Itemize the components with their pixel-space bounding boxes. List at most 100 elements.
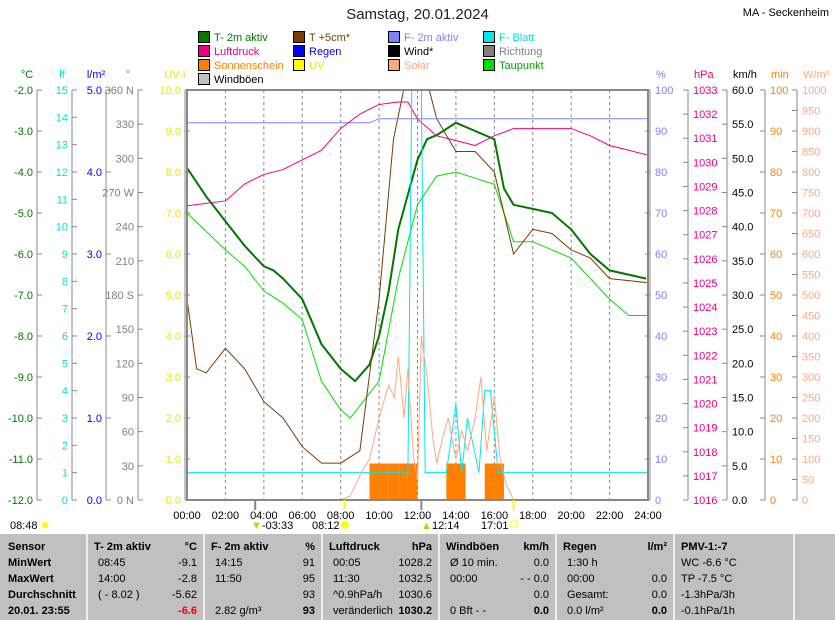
- tick-label: 10: [56, 222, 68, 234]
- col-c4: Windböen km/h Ø 10 min. 0.0 00:00 - - 0.0 0.0 0…: [440, 534, 557, 620]
- tick-label: 1023: [693, 326, 717, 338]
- col-c5: Regen l/m² 1:30 h 00:00 0.0 Gesamt: 0.0 0.0 l/m…: [557, 534, 675, 620]
- col-unit: km/h: [523, 541, 549, 553]
- legend-label: Taupunkt: [499, 60, 544, 72]
- x-tick-label: 18:00: [519, 510, 547, 522]
- tick-label: -9.0: [14, 372, 33, 384]
- x-tick-label: 02:00: [212, 510, 240, 522]
- tick-label: 1030: [693, 157, 717, 169]
- cell-text: 08:45: [98, 557, 126, 569]
- legend-swatch: [198, 45, 210, 57]
- tick-label: 1028: [693, 206, 717, 218]
- col-c6: PMV-1:-7 WC -6.6 °C TP -7.5 °C -1.3hPa/3h -0…: [675, 534, 795, 620]
- cell-text: 00:00: [567, 573, 595, 585]
- tick-label: 300: [116, 153, 134, 165]
- tick-label: 360 N: [105, 85, 134, 97]
- col-sensor: Sensor MinWert MaxWert Durchschnitt 20.0…: [0, 534, 88, 620]
- tick-label: 5.0: [87, 85, 102, 97]
- legend-swatch: [293, 31, 305, 43]
- tick-label: 3.0: [166, 372, 181, 384]
- tick-label: 5.0: [732, 461, 747, 473]
- cell-text: Ø 10 min.: [450, 557, 498, 569]
- tick-label: 11: [57, 194, 68, 206]
- cell-value: 93: [302, 605, 315, 617]
- legend-label: Solar: [404, 60, 430, 72]
- tick-label: 80: [655, 167, 667, 179]
- tick-label: 40: [655, 331, 667, 343]
- tick-label: 650: [802, 229, 820, 241]
- sun-icon: [42, 522, 48, 528]
- tick-label: 30: [770, 372, 782, 384]
- tick-label: 3.0: [87, 249, 102, 261]
- cell-value: 1030.2: [398, 605, 432, 617]
- row-label: MaxWert: [8, 573, 54, 585]
- tick-label: -4.0: [14, 167, 33, 179]
- tick-label: 20: [655, 413, 667, 425]
- tick-label: 300: [802, 372, 820, 384]
- cell-text: 2.82 g/m³: [215, 605, 262, 617]
- station-name: MA - Seckenheim: [742, 7, 829, 19]
- event-time: -03:33: [262, 520, 293, 532]
- header: Sensor: [8, 541, 46, 553]
- tick-label: 1033: [693, 85, 717, 97]
- legend-label: F- Blatt: [499, 32, 535, 44]
- series-t-2m-aktiv: [187, 121, 647, 383]
- row-label: Durchschnitt: [8, 589, 76, 601]
- tick-label: 600: [802, 249, 820, 261]
- tick-label: 100: [802, 454, 820, 466]
- x-tick-label: 10:00: [365, 510, 393, 522]
- col-header: T- 2m aktiv: [94, 541, 151, 553]
- row-label: 20.01. 23:55: [8, 605, 70, 617]
- col-header: F- 2m aktiv: [211, 541, 269, 553]
- tick-label: -2.0: [14, 85, 33, 97]
- cell-value: 0.0: [533, 605, 549, 617]
- tick-label: 240: [116, 222, 134, 234]
- axis-unit: l/m²: [87, 69, 106, 81]
- axis-unit: min: [771, 69, 789, 81]
- legend-item: Taupunkt: [483, 59, 544, 73]
- summary-table: Sensor MinWert MaxWert Durchschnitt 20.0…: [0, 534, 835, 620]
- axis-unit: °C: [21, 69, 33, 81]
- tick-label: 1024: [693, 302, 717, 314]
- tick-label: 50: [802, 475, 814, 487]
- tick-label: 10.0: [160, 85, 181, 97]
- legend-swatch: [198, 73, 210, 85]
- legend-item: Wind*: [388, 45, 433, 59]
- tick-label: 50.0: [732, 153, 753, 165]
- tick-label: 15.0: [732, 393, 753, 405]
- legend-item: T- 2m aktiv: [198, 31, 268, 45]
- series-taupunkt: [187, 171, 648, 419]
- tick-label: 1018: [693, 447, 717, 459]
- cell-value: 1032.5: [398, 573, 432, 585]
- legend-swatch: [388, 31, 400, 43]
- cell-value: 0.0: [533, 589, 549, 601]
- legend-label: UV: [309, 60, 325, 72]
- tick-label: 450: [802, 311, 820, 323]
- tick-label: 7.0: [166, 208, 181, 220]
- legend-swatch: [293, 45, 305, 57]
- tick-label: 9.0: [166, 126, 181, 138]
- axis-unit: UV-I: [164, 69, 185, 81]
- col-header: Luftdruck: [329, 541, 380, 553]
- col-unit: °C: [184, 541, 197, 553]
- tick-label: 20: [770, 413, 782, 425]
- tick-label: 1019: [693, 423, 717, 435]
- legend-label: T- 2m aktiv: [214, 32, 268, 44]
- cell-value: - - 0.0: [520, 573, 549, 585]
- x-tick-label: 24:00: [634, 510, 662, 522]
- legend-swatch: [293, 59, 305, 71]
- tick-label: 100: [655, 85, 673, 97]
- tick-label: 12: [56, 167, 68, 179]
- tick-label: 40.0: [732, 222, 753, 234]
- legend-label: Luftdruck: [214, 46, 260, 58]
- cell-text: 14:00: [98, 573, 126, 585]
- sunrise-icon: [341, 521, 349, 529]
- x-tick-label: 00:00: [173, 510, 201, 522]
- tick-label: 40: [770, 331, 782, 343]
- tick-label: 150: [802, 434, 820, 446]
- axis-unit: hPa: [694, 69, 714, 81]
- col-c3: Luftdruck hPa 00:05 1028.2 11:30 1032.5 ^0.9hP…: [323, 534, 440, 620]
- cell-text: WC -6.6 °C: [681, 557, 737, 569]
- col-c1: T- 2m aktiv °C 08:45 -9.1 14:00 -2.8 ( - 8.02 …: [88, 534, 205, 620]
- tick-label: 70: [770, 208, 782, 220]
